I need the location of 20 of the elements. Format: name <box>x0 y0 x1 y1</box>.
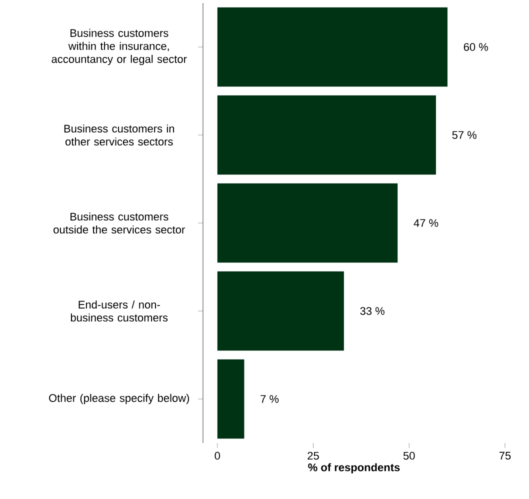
bar <box>217 7 448 87</box>
bar <box>217 271 344 351</box>
x-tick-label: 0 <box>214 452 220 460</box>
bar <box>217 95 436 175</box>
data-label: 33 % <box>360 307 384 315</box>
y-tick-label: Business customers in other services sectors <box>64 124 174 146</box>
bar <box>217 359 244 439</box>
bar <box>217 183 398 263</box>
y-tick-label: Business customers within the insurance, accountancy or legal sector <box>52 28 187 66</box>
x-axis-title: % of respondents <box>308 463 400 474</box>
y-tick-label: Business customers outside the services sector <box>54 212 185 234</box>
y-tick-label: Other (please specify below) <box>49 394 190 404</box>
data-label: 60 % <box>464 43 488 51</box>
x-tick-label: 75 <box>499 452 511 460</box>
x-tick-label: 50 <box>403 452 415 460</box>
data-label: 57 % <box>452 131 476 139</box>
x-tick-label: 25 <box>308 452 319 460</box>
y-tick-label: End-users / non-business customers <box>70 300 168 322</box>
data-label: 7 % <box>260 395 279 403</box>
data-label: 47 % <box>414 219 438 227</box>
